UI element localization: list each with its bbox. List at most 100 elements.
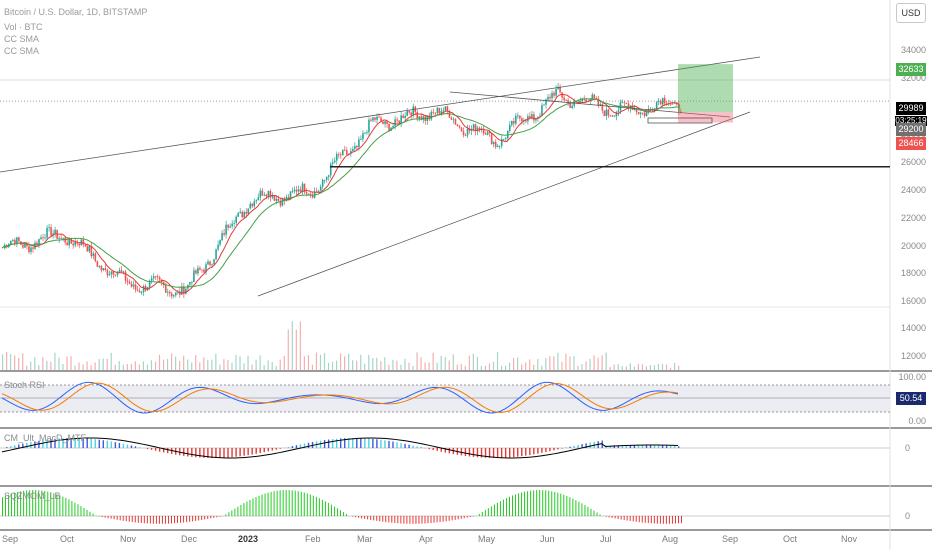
macd-histogram-bar	[581, 444, 583, 448]
volume-bar	[553, 356, 555, 370]
macd-histogram-bar	[352, 438, 354, 448]
candle-body	[488, 131, 491, 134]
volume-bar	[287, 329, 289, 370]
candle-body	[158, 277, 161, 280]
volume-bar	[154, 361, 157, 370]
volume-bar	[360, 354, 362, 370]
candle-body	[492, 141, 495, 145]
sqz-histogram-bar	[333, 506, 335, 516]
volume-bar	[545, 358, 547, 370]
volume-bar	[74, 365, 76, 370]
candle-body	[138, 290, 141, 293]
volume-bar	[26, 365, 28, 370]
macd-histogram-bar	[295, 445, 298, 448]
candle-body	[309, 194, 312, 195]
candle-body	[70, 238, 73, 244]
volume-bar	[211, 359, 213, 370]
macd-histogram-bar	[521, 448, 523, 457]
volume-bar	[219, 364, 221, 370]
sqz-histogram-bar	[32, 490, 34, 516]
candle-body	[98, 265, 101, 267]
currency-button[interactable]: USD	[896, 3, 926, 23]
volume-bar	[239, 356, 241, 370]
macd-histogram-bar	[380, 439, 382, 448]
macd-histogram-bar	[665, 445, 668, 448]
macd-histogram-bar	[557, 448, 559, 450]
macd-histogram-bar	[247, 448, 249, 456]
candle-body	[205, 264, 207, 273]
sqz-histogram-bar	[125, 516, 127, 522]
volume-bar	[420, 357, 422, 370]
sqz-histogram-bar	[346, 514, 348, 516]
sqz-histogram-bar	[174, 516, 176, 524]
macd-histogram-bar	[392, 441, 394, 448]
macd-histogram-bar	[255, 448, 257, 454]
candle-body	[100, 265, 103, 271]
candle-body	[474, 124, 477, 132]
candle-body	[434, 112, 437, 114]
volume-bar	[488, 363, 491, 370]
sqz-histogram-bar	[330, 504, 332, 516]
sqz-histogram-bar	[2, 497, 3, 516]
volume-bar	[299, 321, 301, 370]
macd-histogram-bar	[468, 448, 471, 457]
sqz-histogram-bar	[282, 490, 284, 516]
sqz-histogram-bar	[339, 510, 341, 516]
macd-histogram-bar	[496, 448, 499, 458]
macd-histogram-bar	[279, 448, 282, 449]
price-tick: 32000	[900, 73, 926, 83]
candle-body	[591, 94, 594, 99]
volume-bar	[480, 365, 483, 370]
macd-histogram-bar	[344, 438, 346, 448]
volume-bar	[424, 362, 426, 370]
sqz-histogram-bar	[140, 516, 142, 523]
volume-bar	[50, 361, 52, 370]
sqz-histogram-bar	[590, 508, 592, 516]
consolidation-box	[647, 117, 713, 124]
sqz-histogram-bar	[243, 503, 245, 516]
sqz-histogram-bar	[508, 496, 510, 516]
sqz-histogram-bar	[403, 516, 405, 524]
candle-body	[170, 293, 173, 297]
candle-body	[183, 286, 185, 294]
macd-histogram-bar	[432, 448, 434, 451]
candle-body	[46, 227, 48, 238]
candle-body	[118, 270, 121, 272]
candle-body	[380, 117, 382, 122]
macd-histogram-bar	[30, 442, 32, 448]
sqz-histogram-bar	[285, 490, 287, 516]
candle-body	[14, 239, 16, 245]
candle-body	[567, 100, 569, 103]
sqz-histogram-bar	[261, 494, 263, 516]
sqz-histogram-bar	[122, 516, 124, 521]
candle-body	[543, 104, 545, 106]
sqz-histogram-bar	[180, 516, 182, 523]
macd-histogram-bar	[657, 445, 660, 448]
sqz-histogram-bar	[484, 509, 486, 516]
sqz-histogram-bar	[635, 516, 637, 522]
sqz-histogram-bar	[252, 498, 254, 516]
candle-body	[422, 116, 425, 120]
candle-body	[257, 197, 260, 201]
macd-histogram-bar	[537, 448, 539, 454]
stoch-k-line	[1, 381, 679, 414]
candle-body	[76, 241, 79, 244]
sqz-histogram-bar	[8, 494, 10, 516]
sqz-histogram-bar	[463, 516, 465, 519]
sqz-histogram-bar	[605, 516, 607, 517]
macd-histogram-bar	[187, 448, 189, 457]
macd-histogram-bar	[460, 448, 463, 456]
volume-bar	[22, 353, 24, 370]
sqz-histogram-bar	[116, 516, 118, 520]
macd-histogram-bar	[275, 448, 278, 450]
macd-histogram-bar	[553, 448, 555, 451]
sqz-histogram-bar	[137, 516, 139, 523]
macd-histogram-bar	[525, 448, 527, 456]
macd-histogram-bar	[549, 448, 551, 452]
sqz-histogram-bar	[288, 490, 290, 516]
candle-body	[478, 127, 481, 130]
candle-body	[235, 216, 237, 223]
candle-body	[231, 223, 233, 227]
